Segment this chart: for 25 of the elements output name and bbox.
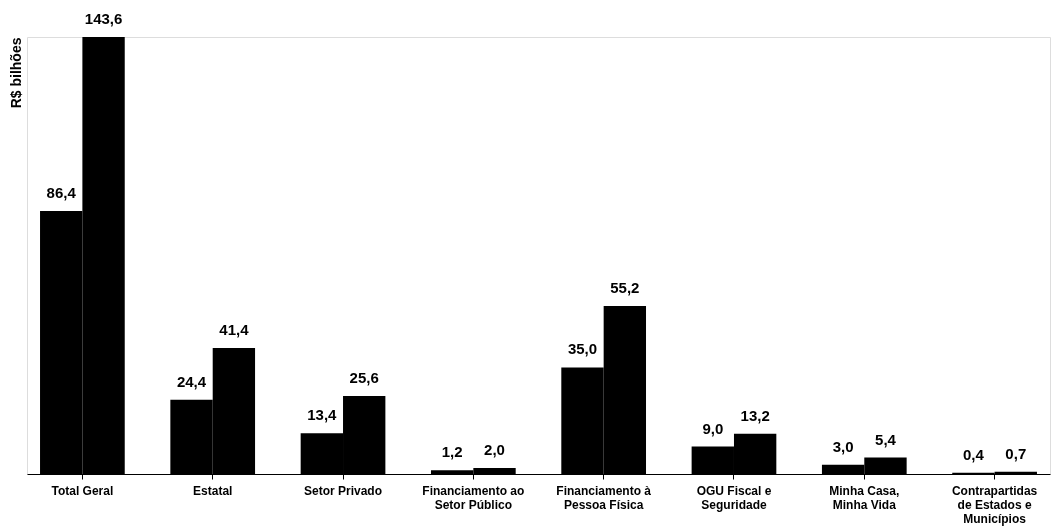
- data-label: 3,0: [832, 437, 854, 455]
- x-tick-label: Financiamento ao Setor Público: [422, 483, 525, 512]
- y-axis-title: R$ bilhões: [7, 37, 24, 109]
- data-label: 0,7: [1005, 444, 1027, 462]
- x-tick-label: Setor Privado: [304, 483, 383, 498]
- x-tick-label: OGU Fiscal e Seguridade: [696, 483, 772, 512]
- data-label: 0,4: [963, 445, 985, 463]
- data-label: 9,0: [702, 419, 724, 437]
- data-label: 35,0: [567, 340, 598, 358]
- data-label: 24,4: [176, 372, 207, 390]
- data-label: 13,4: [307, 406, 338, 424]
- data-label: 2,0: [484, 440, 505, 458]
- data-label: 86,4: [46, 184, 77, 202]
- data-label: 143,6: [84, 10, 123, 27]
- data-label: 1,2: [441, 443, 463, 461]
- x-tick-label: Estatal: [193, 483, 233, 498]
- x-tick-label: Financiamento à Pessoa Física: [556, 483, 652, 512]
- data-label: 55,2: [610, 279, 640, 297]
- x-tick-label: Contrapartidas de Estados e Municípios: [951, 483, 1038, 526]
- data-label: 13,2: [740, 406, 770, 424]
- data-label: 5,4: [875, 430, 897, 448]
- x-tick-label: Minha Casa, Minha Vida: [829, 483, 900, 512]
- data-label: 41,4: [219, 321, 250, 339]
- data-label: 25,6: [349, 369, 379, 387]
- x-tick-label: Total Geral: [51, 483, 114, 498]
